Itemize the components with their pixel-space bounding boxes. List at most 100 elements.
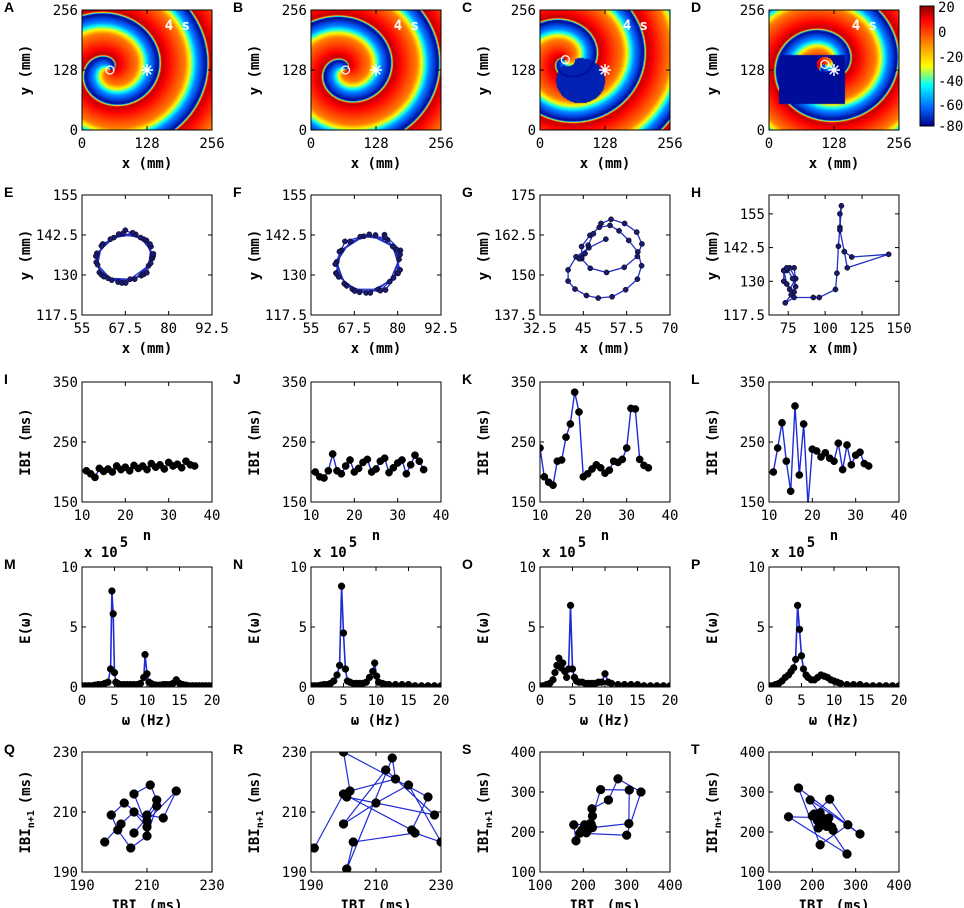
data-point [208,682,212,687]
data-point [559,659,567,667]
y-tick-label: 5 [528,620,536,636]
y-axis-label: IBI (ms) [705,408,721,475]
data-point [311,843,319,853]
panel-e: 55 67.5 80 92.5 117.5 130 142.5 155 Ex (mm) y (mm… [4,184,229,357]
data-point [380,454,389,463]
data-point [385,468,393,477]
x-tick-label: 190 [69,878,94,894]
axes-frame [539,381,671,503]
data-point [333,671,341,679]
data-point [390,275,397,281]
data-point [417,682,426,687]
y-tick-label: 155 [282,188,307,204]
data-point [320,474,328,482]
x-axis-label-sub: n [366,906,372,908]
data-point [792,655,800,664]
data-point [636,787,646,797]
data-point [601,670,609,678]
y-axis-label-sub: n+1 [484,810,495,828]
x-tick-label: 300 [843,878,868,894]
axes-frame [310,381,442,503]
data-point [844,264,851,271]
panel-k: 10 20 30 40 150 250 350 Kn IBI (ms) [462,371,678,544]
x-axis-label-sub: n [824,906,830,908]
data-point [797,652,806,660]
x-tick-label: 125 [849,321,874,337]
data-point [354,464,363,473]
data-point [106,810,116,820]
plot-area [540,388,653,490]
data-point [813,823,824,833]
data-point [622,286,629,293]
y-tick-label: 10 [61,560,78,576]
x-tick-label: 400 [886,878,911,894]
x-tick-label: 45 [575,321,592,337]
plot-area [311,450,428,482]
data-point [402,469,411,478]
data-point [789,275,796,282]
multiplier-exponent: 5 [120,535,128,551]
panel-s: 100200300400100200300400SIBIn(ms)IBIn+1(… [462,741,683,908]
x-tick-label: 10 [532,508,549,524]
data-point [836,679,845,687]
data-point [147,241,153,247]
data-point [141,650,149,659]
plot-area [100,780,181,853]
data-point [160,465,169,473]
x-axis-label: ω (Hz) [122,713,173,729]
panel-d: 4 s 0 128 256 0 128 256 Dx (mm) y (mm) [691,0,912,172]
y-axis-label: y (mm) [476,45,492,96]
y-tick-label: 256 [282,3,307,19]
data-point [791,294,797,301]
y-axis-label-sub: n+1 [26,810,37,828]
axes-frame [81,381,213,503]
x-tick-label: 92.5 [195,321,229,337]
data-point [565,267,571,273]
data-point [605,466,614,475]
data-point [638,262,645,269]
data-point [108,277,115,283]
x-axis-label: x (mm) [122,341,173,357]
x-axis-label: x (mm) [351,156,402,172]
x-tick-label: 128 [134,136,159,152]
data-point [342,238,348,245]
x-tick-label: 256 [657,136,682,152]
x-tick-label: 128 [363,136,388,152]
panel-label: G [462,184,473,200]
y-tick-label: 350 [53,375,78,391]
x-tick-label: 5 [110,693,118,709]
data-point [171,786,181,796]
tip-trajectory [820,59,830,70]
electrode-star [142,65,152,75]
data-point [578,243,585,250]
data-point [363,455,372,464]
x-tick-label: 0 [307,136,315,152]
panel-j: 10 20 30 40 150 250 350 Jn IBI (ms) [233,371,449,544]
data-point [109,610,117,618]
time-label: 4 s [394,18,419,34]
x-tick-label: 80 [389,321,406,337]
panel-label: A [4,0,14,15]
data-point [371,659,379,667]
plot-area [769,601,899,687]
x-tick-label: 10 [74,508,91,524]
data-point [790,664,798,672]
colorbar-tick: -80 [938,119,963,135]
panel-i: 10 20 30 40 150 250 350 In IBI (ms) [4,371,220,544]
data-point [100,837,110,847]
y-tick-label: 150 [282,495,307,511]
y-tick-label: 0 [757,680,765,696]
panel-t: 100200300400100200300400TIBIn(ms)IBIn+1(… [691,741,912,908]
data-point [793,601,802,610]
electrode-star [371,65,381,75]
data-point [335,274,342,280]
data-point [659,682,668,687]
axes-frame [539,194,671,316]
data-point [562,433,570,442]
x-tick-label: 210 [134,878,159,894]
x-tick-label: 20 [346,508,363,524]
panel-label: L [691,371,700,387]
x-tick-label: 10 [761,508,778,524]
data-point [563,673,571,682]
